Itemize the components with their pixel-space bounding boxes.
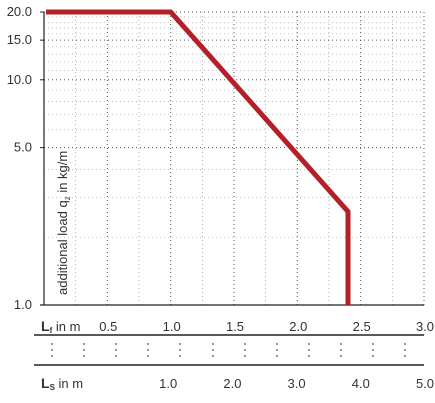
labels: 1.0 5.0 10.0 15.0 20.0 0.5 1.0 1.5 2.0 2.5 3.0 Lf i… — [7, 4, 434, 392]
lf-axis-label: Lf in m — [41, 318, 80, 335]
lf-tick-label: 2.0 — [289, 319, 307, 334]
lf-tick-label: 2.5 — [353, 319, 371, 334]
axes — [34, 11, 424, 366]
ls-tick-label: 5.0 — [416, 376, 434, 391]
ls-tick-label: 3.0 — [288, 376, 306, 391]
y-tick-label: 15.0 — [7, 32, 32, 47]
y-tick-label: 1.0 — [14, 297, 32, 312]
y-axis-label: additional load qz in kg/m — [55, 151, 72, 295]
lf-tick-label: 1.5 — [226, 319, 244, 334]
ls-tick-label: 2.0 — [223, 376, 241, 391]
load-curve — [46, 9, 351, 305]
ls-tick-label: 1.0 — [159, 376, 177, 391]
y-tick-label: 5.0 — [14, 140, 32, 155]
y-tick-label: 20.0 — [7, 4, 32, 19]
ls-axis-label: LS in m — [41, 375, 83, 392]
ls-tick-label: 4.0 — [352, 376, 370, 391]
lf-tick-label: 1.0 — [163, 319, 181, 334]
grid — [44, 11, 425, 305]
lf-tick-label: 0.5 — [99, 319, 117, 334]
series — [46, 9, 351, 305]
y-tick-label: 10.0 — [7, 72, 32, 87]
lf-tick-label: 3.0 — [416, 319, 434, 334]
